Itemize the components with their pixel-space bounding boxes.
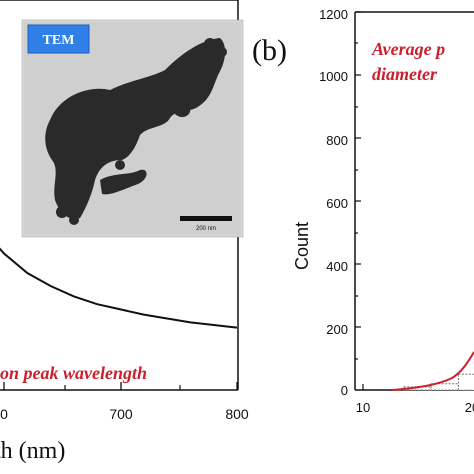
peak-annotation: on peak wavelength: [0, 363, 147, 383]
panel-label-b: (b): [252, 34, 287, 67]
x-tick-label: 10: [356, 400, 370, 415]
tem-badge: [27, 24, 90, 54]
histogram-bar: [457, 373, 474, 391]
nanoparticle-cluster: [45, 38, 227, 225]
y-tick-label: 0: [341, 383, 348, 398]
y-tick-label: 600: [326, 196, 348, 211]
lognormal-fit-curve: [391, 351, 474, 391]
scale-bar-label: 200 nm: [196, 226, 216, 232]
left-panel: 0 700 800 th (nm) on peak wavelength: [0, 0, 249, 464]
y-ticks: [355, 11, 361, 360]
y-tick-label: 400: [326, 259, 348, 274]
tem-badge-label: TEM: [43, 33, 75, 48]
histogram-bars: [403, 373, 474, 391]
x-tick-label: 700: [109, 406, 133, 422]
x-tick-label: 20: [465, 400, 474, 415]
y-tick-label: 1000: [319, 69, 348, 84]
y-tick-label: 200: [326, 322, 348, 337]
diameter-annotation-line1: Average p: [371, 39, 445, 59]
y-tick-label: 800: [326, 133, 348, 148]
diameter-annotation-line2: diameter: [372, 64, 438, 84]
y-axis-title: Count: [292, 222, 312, 270]
y-tick-label: 1200: [319, 7, 348, 22]
tem-inset: TEM 200 nm: [21, 19, 244, 238]
x-axis-title: th (nm): [0, 438, 65, 464]
scale-bar: [180, 216, 232, 221]
spectrum-line: [0, 247, 238, 329]
right-panel: (b) Count 1200 1000 800 600 400 200 0: [252, 7, 474, 415]
histogram-bar: [430, 383, 459, 391]
x-tick-label: 800: [225, 406, 249, 422]
x-tick-label: 0: [0, 406, 8, 422]
